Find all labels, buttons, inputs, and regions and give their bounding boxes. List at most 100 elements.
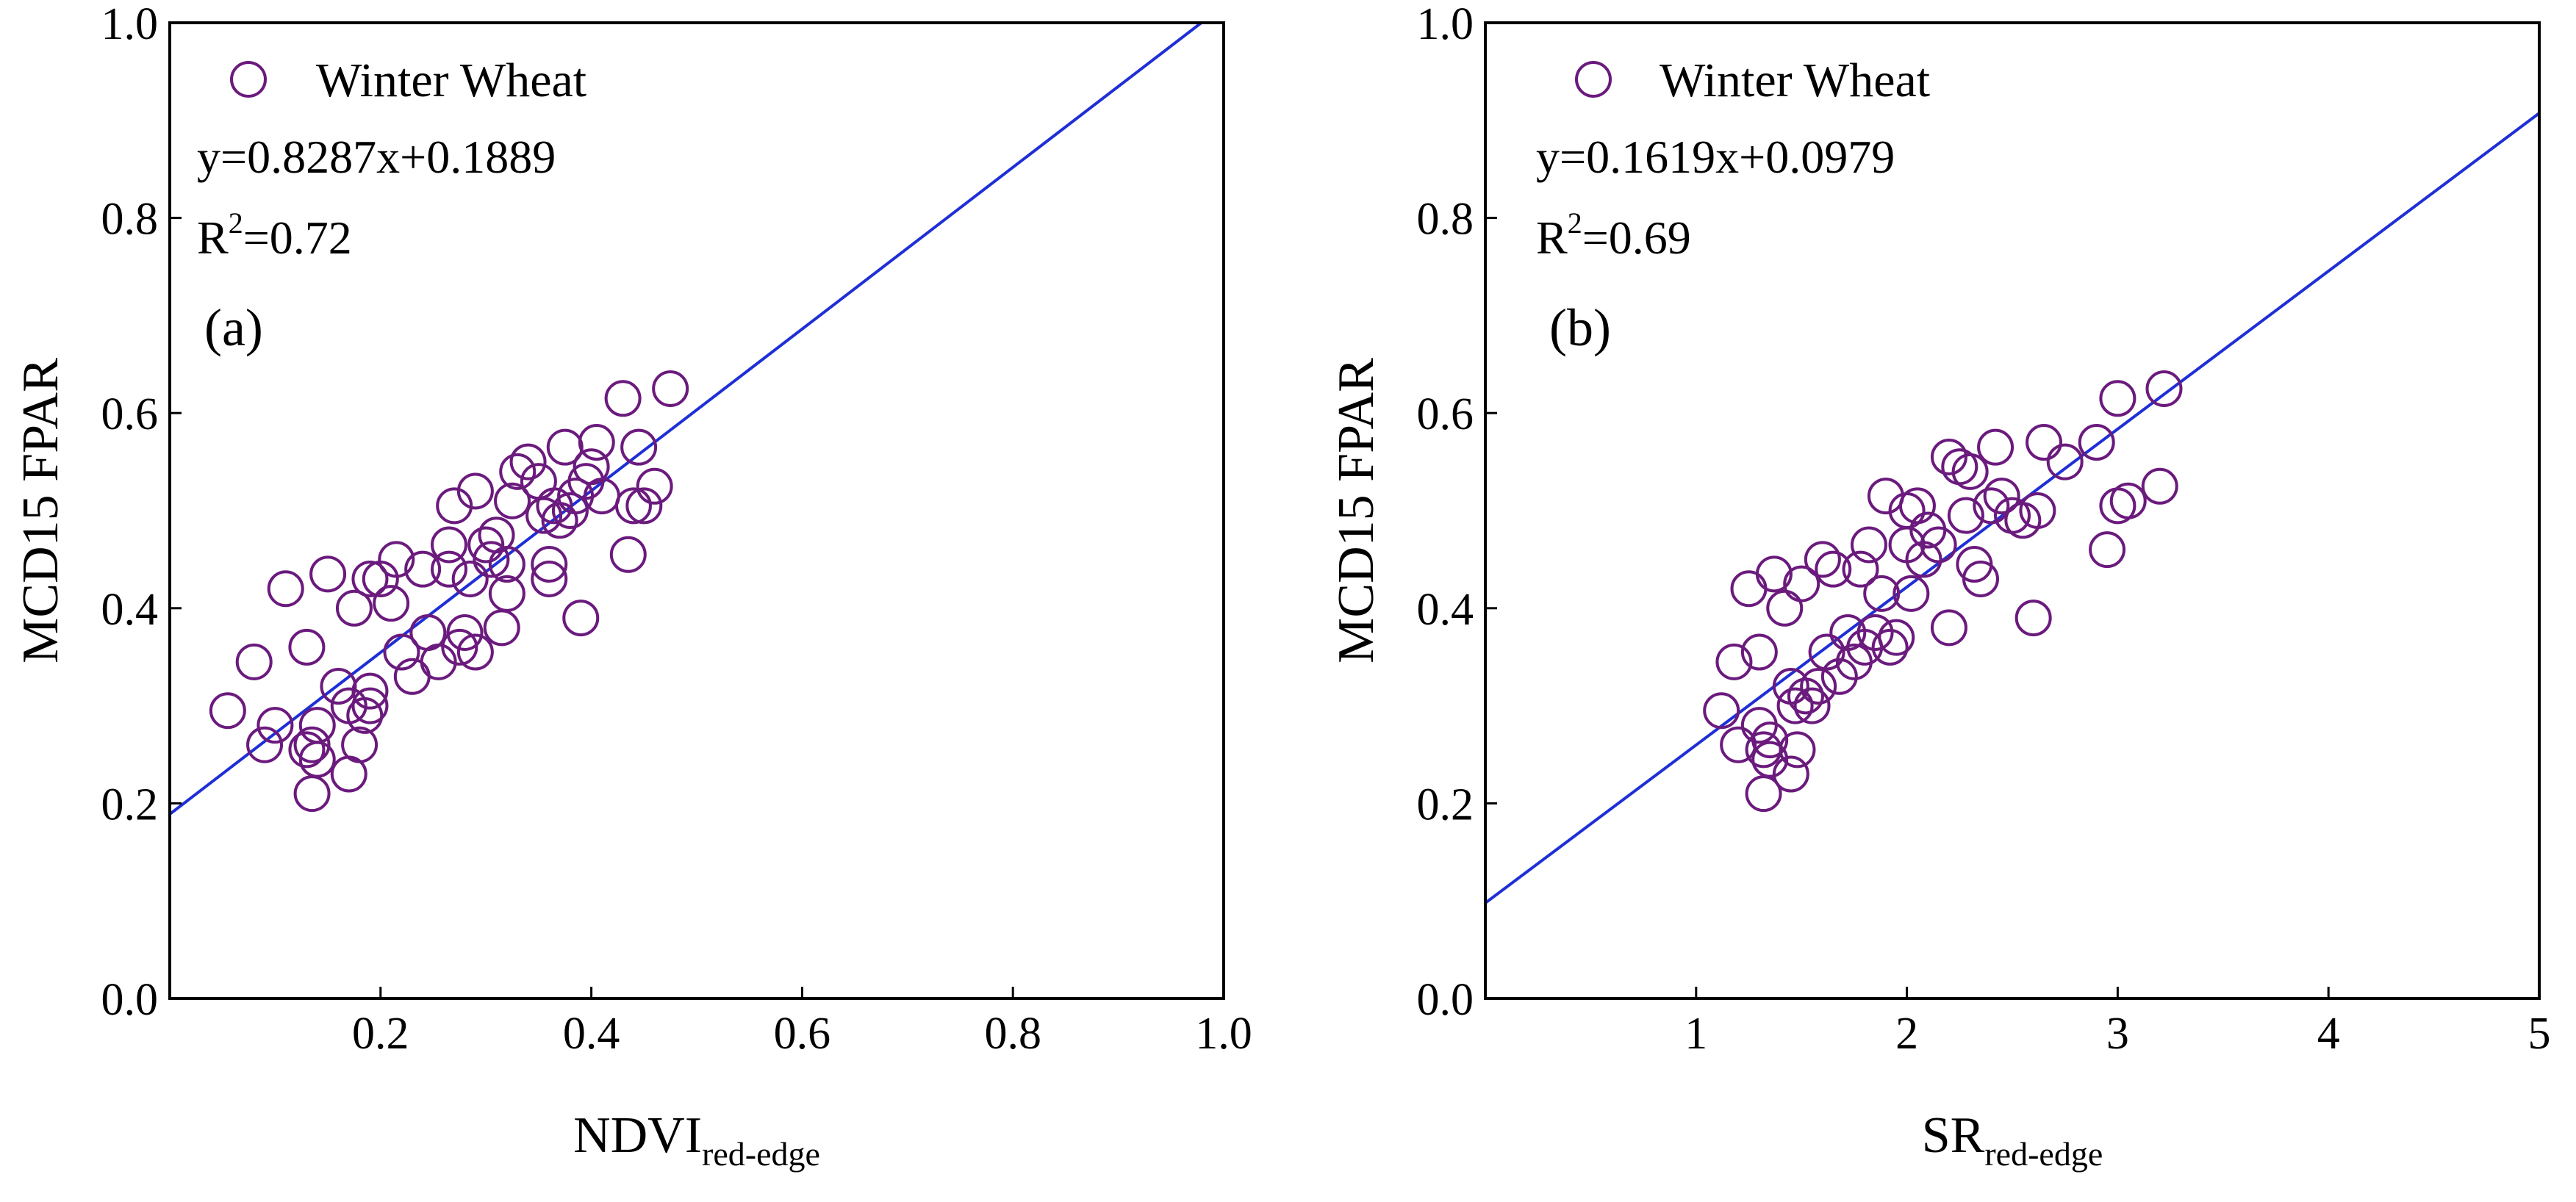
panel-a-data-point (456, 633, 494, 671)
panel-b-data-point (2089, 531, 2126, 569)
panel-b-data-point (1715, 643, 1753, 680)
panel-b-data-point (1842, 550, 1879, 588)
panel-b-data-point (1878, 619, 1915, 656)
panel-a-y-tick-label: 0.6 (101, 389, 159, 439)
panel-a-r-squared: R2=0.72 (197, 206, 352, 264)
panel-b-chart: 1 2 3 4 5 0.0 0.2 0.4 0.6 0.8 1.0 Winter Wheat y=0… (1328, 0, 2551, 1173)
panel-a-data-point (383, 633, 420, 671)
panel-b-y-tick-label: 0.6 (1417, 389, 1474, 439)
panel-b-data-point (1766, 589, 1804, 627)
panel-a-data-point (483, 609, 520, 647)
panel-b-data-point (1740, 633, 1778, 671)
panel-a-data-point (625, 487, 663, 525)
panel-a-data-point (309, 555, 347, 593)
panel-a-data-point (256, 707, 294, 744)
panel-a-data-point (562, 600, 600, 637)
panel-a-data-point (436, 487, 473, 525)
panel-a-legend-label: Winter Wheat (316, 54, 586, 107)
panel-b-data-point (1930, 438, 1967, 475)
panel-a-plot-frame (168, 21, 1225, 1000)
panel-a-data-point (288, 628, 326, 666)
panel-b-data-point (1898, 487, 1936, 525)
panel-b-x-tick-label: 1 (1685, 1009, 1707, 1059)
panel-a-data-point (431, 550, 468, 588)
panel-b-x-tick-label: 4 (2317, 1009, 2340, 1059)
panel-b-y-tick-label: 0.2 (1417, 780, 1474, 829)
panel-a-data-point (494, 482, 531, 519)
panel-a-regression-line (168, 21, 1202, 816)
panel-a-data-point (604, 380, 642, 417)
panel-b-data-point (2078, 424, 2115, 461)
panel-a-data-point (614, 487, 652, 525)
panel-b-data-point (1804, 541, 1841, 578)
panel-b-data-point (1779, 731, 1816, 769)
panel-b-data-point (1962, 560, 1999, 597)
panel-b-data-point (1863, 575, 1901, 612)
panel-a-x-tick-label: 0.4 (563, 1009, 620, 1059)
panel-b-plot-frame (1484, 21, 2541, 1000)
panel-b-data-point (1751, 721, 1789, 759)
panel-a-data-point (467, 526, 505, 564)
panel-a-data-point (293, 726, 331, 763)
panel-a-data-point (551, 492, 589, 529)
panel-b-r-squared: R2=0.69 (1536, 206, 1691, 264)
panel-a-data-point (209, 692, 246, 730)
panel-b-data-point (1808, 633, 1845, 671)
panel-b-y-tick-label: 0.4 (1417, 585, 1474, 635)
panel-a-y-tick-label: 0.8 (101, 195, 159, 245)
panel-a-data-point (246, 726, 284, 763)
panel-a-x-tick-label: 0.8 (984, 1009, 1041, 1059)
panel-b-data-point (1905, 541, 1942, 578)
panel-b-equation: y=0.1619x+0.0979 (1536, 131, 1895, 183)
panel-a-x-axis-label: NDVIred-edge (573, 1107, 820, 1173)
panel-a-y-axis-label: MCD15 FPAR (12, 358, 69, 663)
panel-b-data-point (2014, 600, 2052, 637)
panel-a-data-point (351, 687, 389, 724)
panel-a-y-tick-label: 0.0 (101, 975, 159, 1025)
panel-a-label: (a) (204, 298, 263, 357)
panel-a-data-point (404, 550, 442, 588)
panel-b-data-point (2026, 424, 2063, 461)
panel-b-data-point (1776, 687, 1814, 724)
panel-a-data-point (378, 541, 415, 578)
panel-a-y-tick-label: 0.4 (101, 585, 159, 635)
panel-a-data-point (351, 560, 389, 597)
panel-a-data-point (499, 453, 537, 490)
panel-a-data-point (346, 697, 384, 734)
panel-a-data-point (341, 726, 378, 763)
panel-a-data-point (456, 472, 494, 510)
panel-a-data-point (652, 370, 689, 407)
panel-a-data-point (488, 575, 525, 612)
panel-b-data-point (2099, 380, 2136, 417)
panel-b-x-tick-label: 2 (1895, 1009, 1918, 1059)
panel-b-data-point (1973, 487, 2010, 525)
panel-b-data-point (1977, 428, 2014, 466)
panel-b-x-axis-label: SRred-edge (1922, 1107, 2103, 1173)
panel-a-data-point (431, 526, 468, 564)
panel-a-data-point (235, 643, 273, 680)
panel-a-data-point (298, 707, 336, 744)
panel-a-data-point (488, 546, 525, 583)
panel-a-data-point (446, 614, 484, 651)
panel-b-data-point (2109, 482, 2147, 519)
panel-b-legend-marker (1575, 61, 1612, 98)
panel-a-data-point (335, 589, 373, 627)
panel-b-data-point (1871, 628, 1909, 666)
panel-a-data-point (525, 497, 563, 534)
panel-b-data-point (1755, 555, 1793, 593)
panel-b-data-point (2145, 370, 2183, 407)
panel-b-y-tick-label: 0.8 (1417, 195, 1474, 245)
panel-b-data-point (1703, 692, 1740, 730)
panel-a-data-point (451, 560, 489, 597)
panel-b-legend-label: Winter Wheat (1660, 54, 1930, 107)
panel-b-data-point (2141, 467, 2178, 505)
panel-a-data-point (293, 775, 331, 813)
panel-b-data-point (1856, 614, 1894, 651)
panel-a-data-point (509, 443, 547, 481)
panel-a-y-tick-label: 1.0 (101, 0, 159, 49)
panel-b-data-point (1892, 575, 1930, 612)
panel-b-x-tick-label: 5 (2528, 1009, 2551, 1059)
panel-a-data-point (531, 546, 568, 583)
panel-b-data-point (1850, 526, 1887, 564)
